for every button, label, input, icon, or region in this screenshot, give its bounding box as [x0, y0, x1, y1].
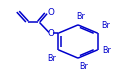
Text: Br: Br — [77, 12, 86, 21]
Text: Br: Br — [79, 62, 88, 71]
Text: Br: Br — [101, 21, 110, 30]
Text: Br: Br — [48, 54, 56, 63]
Text: O: O — [47, 29, 54, 38]
Text: Br: Br — [103, 46, 112, 55]
Text: O: O — [47, 8, 54, 17]
